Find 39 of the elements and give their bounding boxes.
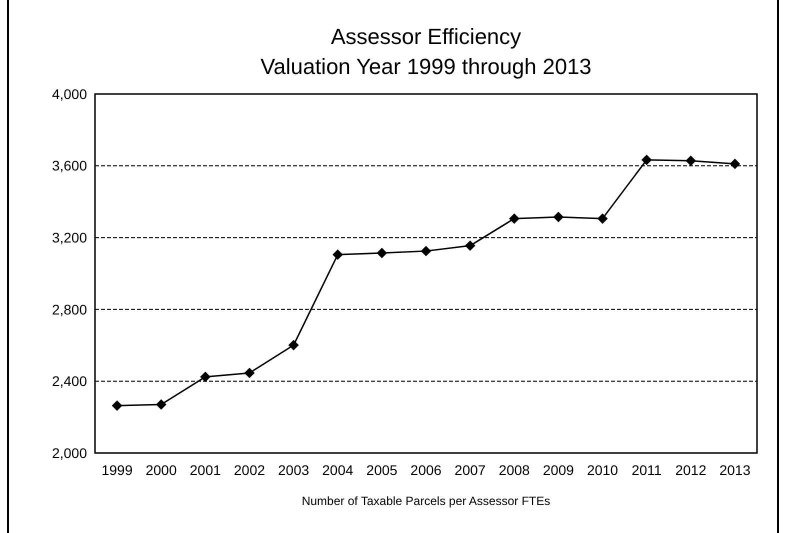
point [112, 400, 122, 411]
y-tick-label: 2,800 [52, 301, 88, 318]
x-tick-label: 2002 [234, 462, 266, 478]
chart-title: Assessor Efficiency [330, 24, 522, 49]
x-axis-title: Number of Taxable Parcels per Assessor FTEs [302, 494, 550, 508]
x-tick-label: 2007 [454, 462, 486, 478]
y-tick-label: 3,200 [52, 230, 88, 246]
y-tick-label: 3,600 [52, 158, 88, 174]
x-tick-label: 2011 [632, 462, 662, 478]
y-tick-label: 2,000 [52, 444, 88, 461]
point [420, 246, 432, 256]
point [641, 154, 652, 166]
point [464, 240, 476, 251]
point [686, 156, 696, 166]
point [509, 213, 520, 224]
x-tick-label: 2005 [366, 462, 398, 478]
point [244, 368, 255, 378]
x-tick-label: 2003 [278, 462, 310, 478]
point [597, 213, 608, 224]
x-tick-label: 2008 [498, 462, 530, 478]
point [200, 372, 211, 382]
y-tick-label: 2,400 [52, 373, 88, 390]
x-tick-label: 2004 [322, 462, 354, 478]
point [376, 248, 388, 258]
point [332, 249, 343, 260]
x-tick-label: 2006 [410, 462, 442, 478]
point [730, 158, 740, 170]
x-tick-label: 2013 [719, 462, 751, 478]
x-tick-label: 1999 [101, 462, 133, 478]
x-tick-label: 2012 [675, 462, 707, 478]
chart-subtitle: Valuation Year 1999 through 2013 [260, 54, 592, 79]
x-tick-label: 2010 [586, 462, 618, 478]
point [553, 212, 564, 222]
x-tick-label: 2001 [190, 462, 222, 478]
x-tick-label: 2009 [542, 462, 574, 478]
x-tick-label: 2000 [146, 462, 177, 478]
point [156, 399, 166, 410]
point [288, 340, 299, 350]
y-tick-label: 4,000 [52, 86, 88, 102]
